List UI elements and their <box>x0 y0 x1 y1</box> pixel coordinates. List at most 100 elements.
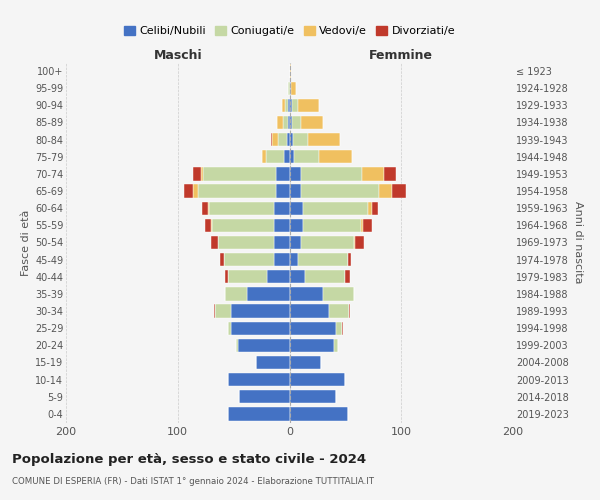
Bar <box>303 202 368 215</box>
Bar <box>202 202 208 215</box>
Bar <box>276 167 290 180</box>
Bar <box>392 184 406 198</box>
Bar <box>193 184 198 198</box>
Bar <box>362 167 385 180</box>
Bar <box>355 236 364 249</box>
Bar <box>337 322 342 335</box>
Bar <box>290 150 294 164</box>
Bar <box>363 218 372 232</box>
Bar <box>266 150 284 164</box>
Bar <box>290 184 301 198</box>
Bar <box>298 98 319 112</box>
Text: Popolazione per età, sesso e stato civile - 2024: Popolazione per età, sesso e stato civil… <box>12 452 366 466</box>
Bar <box>284 150 290 164</box>
Bar <box>289 98 290 112</box>
Bar <box>290 322 337 335</box>
Bar <box>276 184 290 198</box>
Bar <box>329 304 349 318</box>
Bar <box>256 356 290 369</box>
Bar <box>346 270 350 283</box>
Bar <box>368 202 372 215</box>
Bar <box>262 150 266 164</box>
Bar <box>289 116 290 129</box>
Bar <box>201 167 203 180</box>
Bar <box>303 218 361 232</box>
Bar <box>292 116 301 129</box>
Bar <box>238 338 290 352</box>
Bar <box>203 167 276 180</box>
Legend: Celibi/Nubili, Coniugati/e, Vedovi/e, Divorziati/e: Celibi/Nubili, Coniugati/e, Vedovi/e, Di… <box>119 22 460 40</box>
Bar <box>274 236 290 249</box>
Bar <box>224 287 247 300</box>
Bar <box>292 98 298 112</box>
Bar <box>211 236 218 249</box>
Bar <box>301 236 355 249</box>
Bar <box>208 202 209 215</box>
Bar <box>319 150 352 164</box>
Bar <box>342 322 343 335</box>
Bar <box>290 82 296 95</box>
Bar <box>287 133 290 146</box>
Bar <box>215 304 232 318</box>
Bar <box>290 338 334 352</box>
Bar <box>232 322 290 335</box>
Bar <box>228 322 232 335</box>
Bar <box>298 253 347 266</box>
Bar <box>232 304 290 318</box>
Bar <box>290 133 293 146</box>
Text: Maschi: Maschi <box>154 48 202 62</box>
Bar <box>290 270 305 283</box>
Bar <box>290 98 292 112</box>
Bar <box>290 356 321 369</box>
Bar <box>294 150 319 164</box>
Bar <box>193 167 201 180</box>
Bar <box>239 390 290 404</box>
Y-axis label: Anni di nascita: Anni di nascita <box>573 201 583 284</box>
Bar <box>305 270 346 283</box>
Bar <box>290 236 301 249</box>
Bar <box>290 407 347 420</box>
Bar <box>385 167 395 180</box>
Bar <box>198 184 276 198</box>
Bar <box>290 373 346 386</box>
Bar <box>211 218 212 232</box>
Bar <box>209 202 274 215</box>
Bar <box>290 218 303 232</box>
Bar <box>247 287 290 300</box>
Bar <box>285 98 289 112</box>
Bar <box>267 270 290 283</box>
Bar <box>290 287 323 300</box>
Bar <box>281 98 285 112</box>
Text: COMUNE DI ESPERIA (FR) - Dati ISTAT 1° gennaio 2024 - Elaborazione TUTTITALIA.IT: COMUNE DI ESPERIA (FR) - Dati ISTAT 1° g… <box>12 478 374 486</box>
Bar <box>228 373 290 386</box>
Bar <box>334 338 338 352</box>
Bar <box>224 270 228 283</box>
Bar <box>290 390 337 404</box>
Bar <box>218 236 274 249</box>
Bar <box>274 202 290 215</box>
Text: Femmine: Femmine <box>369 48 433 62</box>
Bar <box>214 304 215 318</box>
Bar <box>293 133 308 146</box>
Bar <box>347 253 351 266</box>
Bar <box>349 304 350 318</box>
Bar <box>323 287 355 300</box>
Bar <box>290 253 298 266</box>
Bar <box>271 133 272 146</box>
Bar <box>272 133 278 146</box>
Bar <box>228 407 290 420</box>
Bar <box>308 133 340 146</box>
Bar <box>289 82 290 95</box>
Bar <box>379 184 392 198</box>
Bar <box>228 270 267 283</box>
Bar <box>274 218 290 232</box>
Bar <box>236 338 238 352</box>
Bar <box>301 116 323 129</box>
Bar <box>277 116 283 129</box>
Bar <box>290 202 303 215</box>
Y-axis label: Fasce di età: Fasce di età <box>20 210 31 276</box>
Bar <box>290 116 292 129</box>
Bar <box>290 304 329 318</box>
Bar <box>184 184 193 198</box>
Bar <box>274 253 290 266</box>
